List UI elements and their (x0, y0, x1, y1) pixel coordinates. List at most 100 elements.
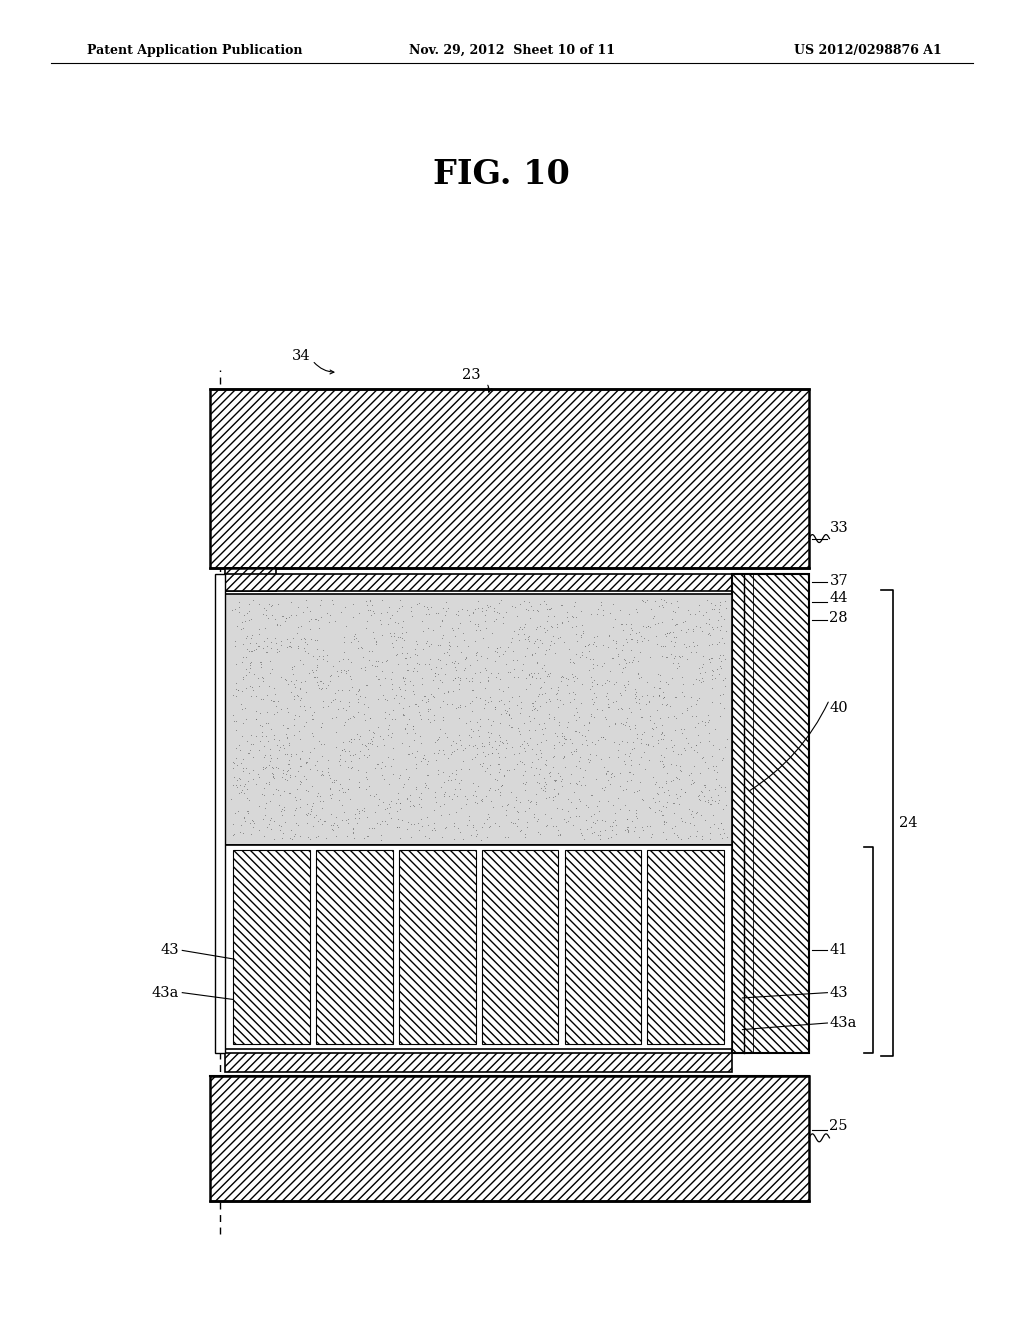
Point (632, 642, 648, 663)
Point (308, 672, 325, 693)
Point (251, 818, 267, 840)
Point (446, 668, 463, 689)
Point (361, 599, 378, 620)
Point (404, 795, 421, 816)
Point (478, 809, 495, 830)
Point (525, 632, 542, 653)
Point (426, 704, 442, 725)
Point (519, 816, 536, 837)
Point (541, 688, 557, 709)
Point (283, 605, 299, 626)
Point (552, 825, 568, 846)
Point (240, 626, 256, 647)
Point (514, 772, 530, 793)
Point (628, 681, 644, 702)
Point (537, 660, 553, 681)
Point (273, 799, 290, 820)
Point (480, 709, 497, 730)
Point (685, 620, 701, 642)
Point (498, 800, 514, 821)
Point (357, 735, 374, 756)
Point (571, 758, 588, 779)
Point (399, 660, 416, 681)
Point (689, 635, 706, 656)
Point (375, 792, 391, 813)
Point (520, 789, 537, 810)
Point (462, 611, 478, 632)
Point (263, 747, 280, 768)
Point (396, 688, 413, 709)
Point (239, 800, 255, 821)
Point (290, 636, 306, 657)
Point (650, 685, 667, 706)
Point (517, 800, 534, 821)
Point (411, 793, 427, 814)
Point (719, 826, 735, 847)
Point (666, 706, 682, 727)
Point (352, 685, 369, 706)
Point (449, 738, 465, 759)
Point (521, 727, 538, 748)
Point (401, 671, 418, 692)
Point (703, 668, 720, 689)
Point (677, 812, 693, 833)
Point (314, 764, 331, 785)
Point (519, 812, 536, 833)
Point (622, 742, 638, 763)
Point (364, 730, 380, 751)
Point (686, 739, 702, 760)
Point (377, 688, 393, 709)
Point (324, 771, 340, 792)
Point (332, 690, 348, 711)
Point (612, 614, 629, 635)
Point (539, 816, 555, 837)
Point (356, 686, 373, 708)
Point (338, 615, 354, 636)
Point (282, 635, 298, 656)
Text: 24: 24 (899, 816, 918, 830)
Point (497, 640, 513, 661)
Point (621, 652, 637, 673)
Point (413, 789, 429, 810)
Point (444, 742, 461, 763)
Point (692, 663, 709, 684)
Point (461, 805, 477, 826)
Point (647, 803, 664, 824)
Point (228, 710, 245, 731)
Point (709, 762, 725, 783)
Point (673, 620, 689, 642)
Point (658, 812, 675, 833)
Point (398, 653, 415, 675)
Point (308, 750, 325, 771)
Point (532, 677, 549, 698)
Point (374, 752, 390, 774)
Point (404, 715, 421, 737)
Point (479, 636, 496, 657)
Point (323, 804, 339, 825)
Point (391, 792, 408, 813)
Point (575, 829, 592, 850)
Point (238, 677, 254, 698)
Point (667, 822, 683, 843)
Point (231, 591, 248, 612)
Point (560, 800, 577, 821)
Point (606, 713, 623, 734)
Point (574, 767, 591, 788)
Point (325, 814, 341, 836)
Point (304, 796, 321, 817)
Point (636, 742, 652, 763)
Point (537, 780, 553, 801)
Point (301, 747, 317, 768)
Point (605, 647, 622, 668)
Point (515, 653, 531, 675)
Point (238, 758, 254, 779)
Point (520, 705, 537, 726)
Point (556, 756, 572, 777)
Point (324, 708, 340, 729)
Point (465, 814, 481, 836)
Point (253, 653, 269, 675)
Point (524, 693, 541, 714)
Point (700, 758, 717, 779)
Point (334, 680, 350, 701)
Point (265, 767, 282, 788)
